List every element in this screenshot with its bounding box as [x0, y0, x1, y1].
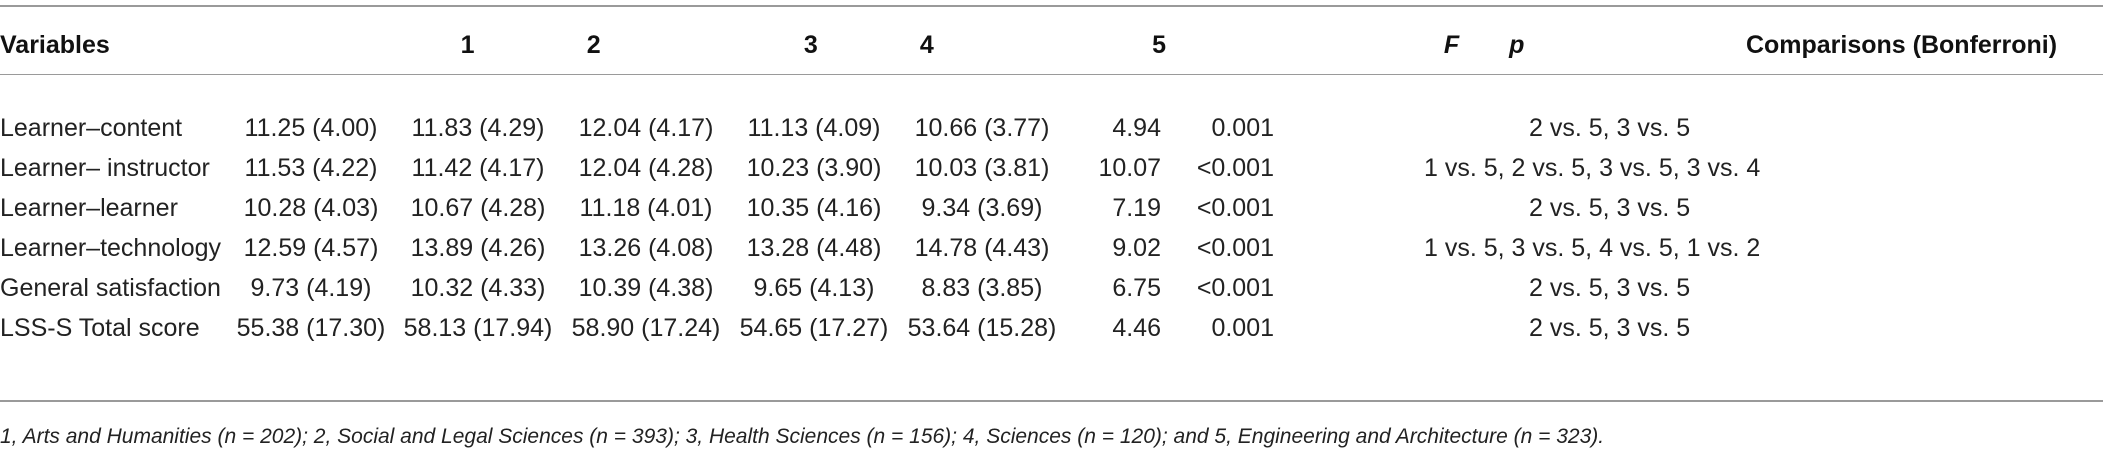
cell-group-1: 11.25 (4.00) — [244, 113, 378, 142]
table-row: Learner–content 11.25 (4.00) 11.83 (4.29… — [0, 108, 2103, 148]
cell-comparisons: 1 vs. 5, 2 vs. 5, 3 vs. 5, 3 vs. 4 — [1424, 153, 1761, 182]
cell-group-1: 10.28 (4.03) — [243, 193, 379, 222]
results-table: Variables 1 2 3 4 5 F p Comparisons (Bon… — [0, 18, 2103, 72]
cell-f: 7.19 — [1112, 193, 1161, 222]
cell-p: <0.001 — [1196, 273, 1274, 302]
cell-group-2: 10.32 (4.33) — [410, 273, 546, 302]
table-top-rule — [0, 5, 2103, 7]
cell-group-3: 13.26 (4.08) — [578, 233, 714, 262]
header-group-1: 1 — [460, 30, 475, 59]
cell-f: 4.94 — [1112, 113, 1161, 142]
cell-group-1: 11.53 (4.22) — [244, 153, 378, 182]
cell-group-5: 9.34 (3.69) — [921, 193, 1043, 222]
row-variable: Learner–technology — [0, 233, 221, 262]
cell-group-2: 10.67 (4.28) — [410, 193, 546, 222]
cell-p: 0.001 — [1211, 313, 1274, 342]
cell-f: 9.02 — [1112, 233, 1161, 262]
cell-group-5: 53.64 (15.28) — [907, 313, 1057, 342]
cell-group-3: 10.39 (4.38) — [578, 273, 714, 302]
cell-comparisons: 1 vs. 5, 3 vs. 5, 4 vs. 5, 1 vs. 2 — [1424, 233, 1761, 262]
results-table-body: Learner–content 11.25 (4.00) 11.83 (4.29… — [0, 80, 2103, 348]
cell-f: 4.46 — [1112, 313, 1161, 342]
row-variable: General satisfaction — [0, 273, 221, 302]
cell-group-2: 11.83 (4.29) — [411, 113, 545, 142]
table-row: General satisfaction 9.73 (4.19) 10.32 (… — [0, 268, 2103, 308]
cell-group-5: 8.83 (3.85) — [921, 273, 1043, 302]
row-variable: Learner– instructor — [0, 153, 210, 182]
cell-group-5: 14.78 (4.43) — [914, 233, 1050, 262]
header-rule — [0, 74, 2103, 75]
header-group-4: 4 — [919, 30, 934, 59]
header-p: p — [1509, 30, 1525, 59]
table-row: Learner– instructor 11.53 (4.22) 11.42 (… — [0, 148, 2103, 188]
cell-comparisons: 2 vs. 5, 3 vs. 5 — [1529, 313, 1691, 342]
header-group-5: 5 — [1152, 30, 1167, 59]
table-row: Learner–learner 10.28 (4.03) 10.67 (4.28… — [0, 188, 2103, 228]
cell-group-2: 11.42 (4.17) — [411, 153, 545, 182]
cell-group-3: 58.90 (17.24) — [571, 313, 721, 342]
cell-comparisons: 2 vs. 5, 3 vs. 5 — [1529, 113, 1691, 142]
cell-group-4: 13.28 (4.48) — [746, 233, 882, 262]
cell-comparisons: 2 vs. 5, 3 vs. 5 — [1529, 193, 1691, 222]
cell-group-3: 12.04 (4.17) — [578, 113, 714, 142]
cell-group-4: 9.65 (4.13) — [753, 273, 875, 302]
cell-group-3: 11.18 (4.01) — [579, 193, 713, 222]
table-footnote: 1, Arts and Humanities (n = 202); 2, Soc… — [0, 425, 1605, 448]
header-row: Variables 1 2 3 4 5 F p Comparisons (Bon… — [0, 18, 2103, 72]
header-variables: Variables — [0, 30, 110, 59]
row-variable: Learner–content — [0, 113, 183, 142]
cell-group-1: 9.73 (4.19) — [250, 273, 372, 302]
cell-group-5: 10.03 (3.81) — [914, 153, 1050, 182]
header-comparisons: Comparisons (Bonferroni) — [1745, 30, 2058, 59]
cell-p: <0.001 — [1196, 233, 1274, 262]
row-variable: LSS-S Total score — [0, 313, 200, 342]
cell-group-4: 11.13 (4.09) — [747, 113, 881, 142]
cell-group-1: 12.59 (4.57) — [243, 233, 379, 262]
header-group-2: 2 — [586, 30, 601, 59]
cell-group-4: 54.65 (17.27) — [739, 313, 889, 342]
header-group-3: 3 — [803, 30, 818, 59]
cell-f: 10.07 — [1098, 153, 1161, 182]
cell-group-4: 10.23 (3.90) — [746, 153, 882, 182]
cell-group-2: 58.13 (17.94) — [403, 313, 553, 342]
cell-comparisons: 2 vs. 5, 3 vs. 5 — [1529, 273, 1691, 302]
cell-group-5: 10.66 (3.77) — [914, 113, 1050, 142]
cell-group-4: 10.35 (4.16) — [746, 193, 882, 222]
cell-p: 0.001 — [1211, 113, 1274, 142]
header-f: F — [1443, 30, 1460, 59]
cell-group-1: 55.38 (17.30) — [236, 313, 386, 342]
table-row: Learner–technology 12.59 (4.57) 13.89 (4… — [0, 228, 2103, 268]
cell-group-3: 12.04 (4.28) — [578, 153, 714, 182]
table-row: LSS-S Total score 55.38 (17.30) 58.13 (1… — [0, 308, 2103, 348]
cell-f: 6.75 — [1112, 273, 1161, 302]
row-variable: Learner–learner — [0, 193, 178, 222]
cell-p: <0.001 — [1196, 193, 1274, 222]
cell-p: <0.001 — [1196, 153, 1274, 182]
table-bottom-rule — [0, 400, 2103, 402]
cell-group-2: 13.89 (4.26) — [410, 233, 546, 262]
